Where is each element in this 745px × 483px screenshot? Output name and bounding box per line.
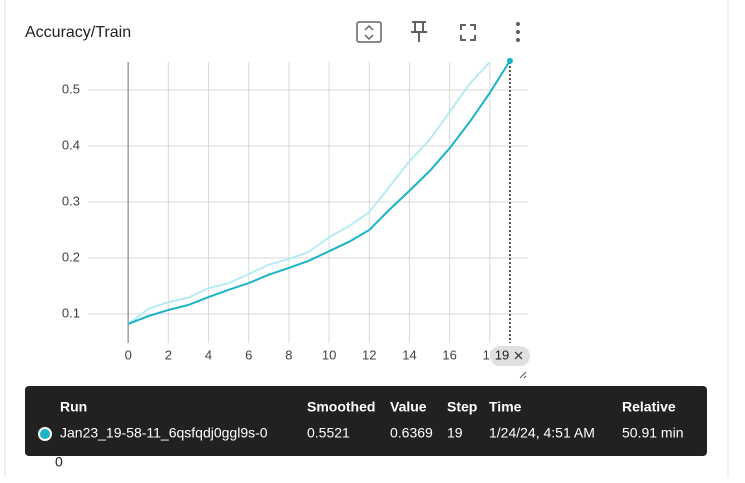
hover-chip[interactable]	[490, 346, 530, 366]
x-tick-label: 2	[165, 347, 172, 362]
tooltip-value: 0.6369	[390, 425, 433, 441]
y-tick-label: 0.2	[62, 249, 80, 264]
legend-swatch	[38, 427, 52, 441]
x-tick-label: 12	[362, 347, 376, 362]
fit-domain-button[interactable]	[356, 21, 382, 43]
x-tick-label: 6	[245, 347, 252, 362]
tooltip-header: Relative	[622, 399, 676, 415]
plot-lines	[127, 62, 511, 325]
tooltip-header: Run	[60, 399, 87, 415]
card	[4, 0, 729, 483]
tooltip-time: 1/24/24, 4:51 AM	[489, 425, 595, 441]
y-tick-label: 0.5	[62, 81, 80, 96]
tooltip-header: Value	[390, 399, 427, 415]
tooltip-header: Smoothed	[307, 399, 375, 415]
tooltip: Run Smoothed Value Step Time Relative Jan23_19…	[25, 386, 707, 456]
footer-fragment: 0	[55, 454, 63, 470]
pin-button[interactable]	[411, 21, 427, 42]
tooltip-run: Jan23_19-58-11_6qsfqdj0ggl9s-0	[60, 425, 268, 441]
x-tick-label: 14	[402, 347, 416, 362]
y-tick-label: 0.3	[62, 193, 80, 208]
x-tick-label: 0	[125, 347, 132, 362]
tooltip-relative: 50.91 min	[622, 425, 683, 441]
tooltip-header: Time	[489, 399, 522, 415]
hover-point	[506, 57, 513, 64]
raw-line	[127, 62, 491, 325]
tooltip-smoothed: 0.5521	[307, 425, 350, 441]
x-tick-label: 4	[205, 347, 212, 362]
y-tick-label: 0.1	[62, 305, 80, 320]
chart-title: Accuracy/Train	[25, 24, 131, 41]
more-menu-button[interactable]	[516, 22, 520, 42]
resize-handle[interactable]	[519, 371, 527, 379]
smoothed-line	[127, 62, 511, 325]
tooltip-header: Step	[447, 399, 477, 415]
tooltip-step: 19	[447, 425, 463, 441]
x-tick-label: 10	[322, 347, 336, 362]
y-tick-label: 0.4	[62, 137, 80, 152]
chip-close[interactable]	[514, 351, 523, 360]
x-tick-label: 16	[442, 347, 456, 362]
hover-step: 19	[495, 347, 509, 362]
grid	[88, 62, 528, 343]
x-tick-label: 8	[285, 347, 292, 362]
fullscreen-button[interactable]	[460, 24, 476, 41]
